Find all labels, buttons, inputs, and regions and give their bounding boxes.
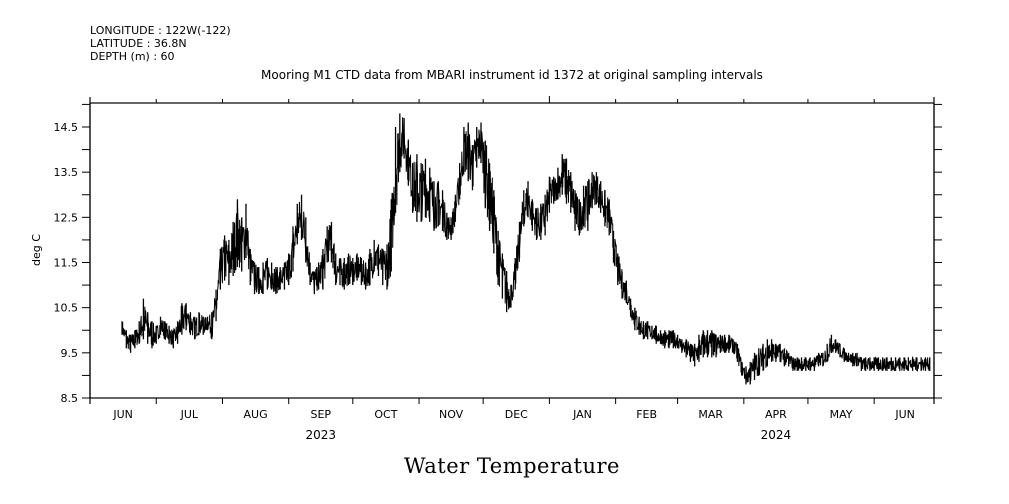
depth-label: DEPTH (m) : 60	[90, 50, 175, 63]
y-tick-label: 12.5	[54, 211, 79, 224]
y-tick-label: 11.5	[54, 257, 79, 270]
y-tick-label: 8.5	[61, 392, 79, 405]
series-group	[121, 113, 931, 385]
x-month-label: JAN	[572, 408, 592, 421]
y-tick-label: 10.5	[54, 302, 79, 315]
x-month-label: AUG	[244, 408, 268, 421]
y-tick-label: 9.5	[61, 347, 79, 360]
x-month-label: NOV	[439, 408, 464, 421]
x-month-label: APR	[765, 408, 787, 421]
x-year-label: 2024	[761, 428, 792, 442]
x-month-label: MAY	[830, 408, 853, 421]
x-month-label: DEC	[505, 408, 528, 421]
x-month-label: OCT	[374, 408, 397, 421]
plot-border	[89, 102, 935, 399]
latitude-label: LATITUDE : 36.8N	[90, 37, 187, 50]
variable-title: Water Temperature	[404, 454, 620, 478]
y-axis: 8.5 9.5 10.5 11.5 12.5 13.5 14.5	[54, 97, 942, 405]
plot-frame	[89, 102, 935, 399]
y-tick-label: 13.5	[54, 166, 79, 179]
longitude-label: LONGITUDE : 122W(-122)	[90, 24, 231, 37]
x-axis: JUN JUL AUG SEP OCT NOV DEC JAN FEB MAR APR MAY JUN 2…	[112, 96, 915, 442]
x-month-label: JUN	[894, 408, 915, 421]
y-axis-label: deg C	[30, 234, 43, 266]
y-tick-label: 14.5	[54, 121, 79, 134]
series-line	[121, 117, 931, 383]
x-year-label: 2023	[305, 428, 336, 442]
chart-title: Mooring M1 CTD data from MBARI instrumen…	[261, 68, 763, 82]
x-month-label: FEB	[636, 408, 657, 421]
x-month-label: JUN	[112, 408, 133, 421]
x-month-label: SEP	[310, 408, 331, 421]
x-month-label: JUL	[180, 408, 199, 421]
x-month-label: MAR	[698, 408, 723, 421]
